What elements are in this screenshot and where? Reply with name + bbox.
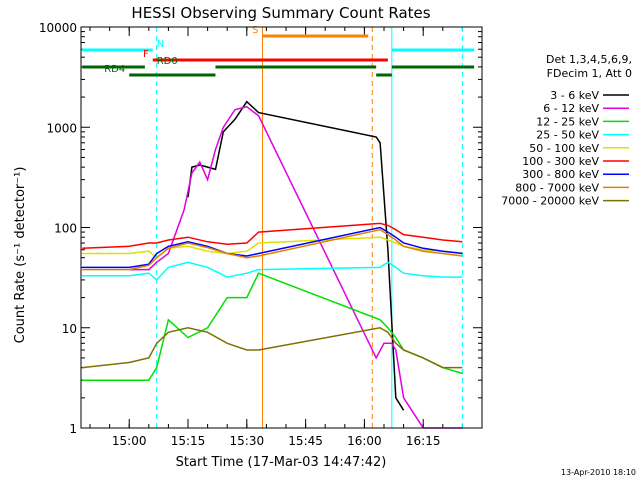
chart-title: HESSI Observing Summary Count Rates xyxy=(131,4,430,22)
legend-entry-label: 50 - 100 keV xyxy=(529,142,599,155)
x-tick-label: 15:15 xyxy=(171,434,206,448)
series-line-7 xyxy=(82,228,463,271)
y-tick-label: 10000 xyxy=(39,21,77,35)
series-line-8 xyxy=(82,327,463,369)
plot-area: 1 10 100 1000 10000 15:00 15:15 15:30 15:45 16:00… xyxy=(39,21,482,448)
x-tick-label: 15:00 xyxy=(112,434,147,448)
status-bar-label: F xyxy=(143,49,149,60)
series-line-6 xyxy=(82,226,463,269)
series-line-5 xyxy=(82,222,463,250)
timestamp: 13-Apr-2010 18:10 xyxy=(561,468,636,477)
x-axis-label: Start Time (17-Mar-03 14:47:42) xyxy=(176,455,387,470)
legend-entry-label: 12 - 25 keV xyxy=(536,115,599,128)
y-tick-label: 100 xyxy=(54,222,77,236)
y-tick-label: 1000 xyxy=(46,121,77,135)
y-axis-label: Count Rate (s⁻¹ detector⁻¹) xyxy=(13,167,28,344)
series-line-3 xyxy=(82,261,463,281)
y-tick-label: 1 xyxy=(69,422,77,436)
status-bar-label: RD0 xyxy=(157,56,178,67)
x-tick-label: 16:15 xyxy=(406,434,441,448)
status-bar-label: N xyxy=(157,39,164,50)
y-tick-label: 10 xyxy=(62,322,77,336)
x-tick-label: 15:45 xyxy=(288,434,323,448)
legend-entry-label: 7000 - 20000 keV xyxy=(501,195,599,208)
x-tick-label: 15:30 xyxy=(230,434,265,448)
legend-title-line-2: FDecim 1, Att 0 xyxy=(547,67,632,80)
series-line-2 xyxy=(82,272,463,381)
legend-entry-label: 25 - 50 keV xyxy=(536,129,599,142)
legend-title-line-1: Det 1,3,4,5,6,9, xyxy=(546,53,632,66)
plot-frame xyxy=(80,26,483,429)
series-line-0 xyxy=(187,100,405,411)
legend-entry-label: 300 - 800 keV xyxy=(522,168,599,181)
legend-entry-label: 800 - 7000 keV xyxy=(515,181,599,194)
legend-entry-label: 100 - 300 keV xyxy=(522,155,599,168)
legend-entry-label: 3 - 6 keV xyxy=(550,89,599,102)
legend-entry-label: 6 - 12 keV xyxy=(543,102,599,115)
status-bar-label: RD4 xyxy=(104,64,125,75)
series-line-1 xyxy=(129,105,463,429)
x-tick-label: 16:00 xyxy=(347,434,382,448)
status-bar-label: S xyxy=(252,25,258,36)
y-axis-label-text: Count Rate (s⁻¹ detector⁻¹) xyxy=(13,167,28,344)
